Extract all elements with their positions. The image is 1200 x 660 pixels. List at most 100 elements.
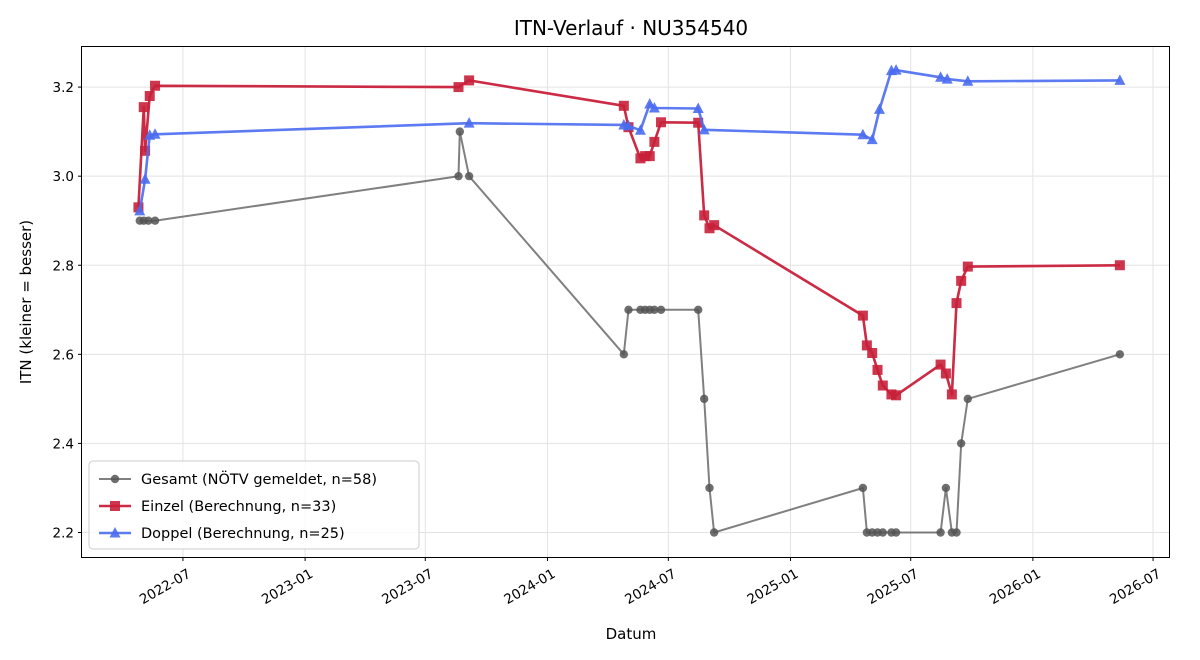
data-point xyxy=(644,151,655,162)
data-point xyxy=(656,305,666,314)
data-point xyxy=(709,220,720,231)
legend-label: Einzel (Berechnung, n=33) xyxy=(141,499,336,515)
data-point xyxy=(857,310,868,321)
data-point xyxy=(693,117,704,128)
data-point xyxy=(941,483,951,493)
data-point xyxy=(935,71,947,82)
data-point xyxy=(866,133,878,145)
data-point xyxy=(656,117,667,128)
data-point xyxy=(149,128,161,139)
data-point xyxy=(464,171,474,181)
data-point xyxy=(453,82,464,93)
legend-box xyxy=(88,460,420,550)
x-axis: 2022-07 2023-01 2023-07 2024-01 2024-07 2025-… xyxy=(137,557,1164,608)
data-point xyxy=(941,73,953,84)
y-tick-label: 2.4 xyxy=(53,436,74,452)
data-point xyxy=(622,119,634,131)
data-point xyxy=(133,202,144,213)
chart-title: ITN-Verlauf · NU354540 xyxy=(514,16,748,40)
y-axis-label: ITN (kleiner = besser) xyxy=(17,220,35,384)
y-tick-label: 3.2 xyxy=(53,80,74,96)
legend-entry: Gesamt (NÖTV gemeldet, n=58) xyxy=(99,470,377,488)
legend-entry: Einzel (Berechnung, n=33) xyxy=(99,499,336,515)
series-1 xyxy=(135,127,1125,537)
series-line xyxy=(138,68,1120,212)
x-tick-label: 2024-01 xyxy=(501,566,558,608)
data-point xyxy=(138,102,149,113)
data-point xyxy=(878,528,888,537)
data-point xyxy=(962,261,973,272)
data-point xyxy=(648,102,660,113)
data-point xyxy=(861,340,872,351)
data-point xyxy=(650,305,659,314)
legend-marker xyxy=(110,501,120,511)
data-point xyxy=(464,75,475,86)
legend-marker xyxy=(109,527,121,538)
series-line xyxy=(139,130,1121,534)
data-point xyxy=(1114,74,1126,85)
series-2 xyxy=(133,75,1125,401)
data-point xyxy=(634,124,646,135)
data-point xyxy=(891,528,901,537)
data-point xyxy=(134,204,146,216)
data-point xyxy=(951,298,962,309)
data-point xyxy=(956,275,967,286)
data-point xyxy=(867,348,878,358)
x-axis-label: Datum xyxy=(606,625,657,643)
data-point xyxy=(858,483,868,493)
data-point xyxy=(877,380,888,391)
legend-entry: Doppel (Berechnung, n=25) xyxy=(99,526,345,542)
data-point xyxy=(619,350,629,359)
data-point xyxy=(857,128,869,140)
legend: Gesamt (NÖTV gemeldet, n=58) Einzel (Bere… xyxy=(88,460,420,550)
data-point xyxy=(139,173,151,184)
series-3 xyxy=(134,64,1126,216)
data-point xyxy=(709,528,719,537)
x-tick-label: 2025-01 xyxy=(744,566,801,608)
data-point xyxy=(144,90,155,101)
x-tick-label: 2026-01 xyxy=(987,566,1044,608)
data-point xyxy=(1115,350,1125,359)
data-point xyxy=(1114,260,1125,271)
x-tick-label: 2023-07 xyxy=(379,566,436,608)
series-layer xyxy=(133,64,1126,537)
data-point xyxy=(144,216,153,225)
data-point xyxy=(872,364,883,375)
data-point xyxy=(963,394,973,404)
x-tick-label: 2026-07 xyxy=(1107,566,1164,608)
data-point xyxy=(698,123,710,135)
data-point xyxy=(935,359,946,370)
data-point xyxy=(150,216,160,225)
data-point xyxy=(463,117,475,128)
y-tick-label: 2.8 xyxy=(53,258,74,274)
data-point xyxy=(624,305,633,314)
data-point xyxy=(705,483,714,493)
data-point xyxy=(890,64,902,75)
data-point xyxy=(699,394,709,404)
data-point xyxy=(618,100,629,111)
data-point xyxy=(140,145,151,156)
data-point xyxy=(952,528,961,537)
data-point xyxy=(649,136,660,147)
legend-label: Gesamt (NÖTV gemeldet, n=58) xyxy=(141,470,377,488)
data-point xyxy=(962,75,974,86)
x-tick-label: 2022-07 xyxy=(137,566,194,608)
data-point xyxy=(694,305,703,314)
data-point xyxy=(699,210,710,221)
data-point xyxy=(956,439,966,448)
data-point xyxy=(936,528,945,537)
data-point xyxy=(455,127,465,136)
y-tick-label: 2.6 xyxy=(53,347,74,363)
y-axis: 2.2 2.4 2.6 2.8 3.0 3.2 xyxy=(53,80,82,542)
data-point xyxy=(873,103,885,114)
y-tick-label: 2.2 xyxy=(53,526,74,542)
data-point xyxy=(454,171,463,181)
plot-frame xyxy=(81,46,1170,558)
data-point xyxy=(940,368,951,379)
legend-label: Doppel (Berechnung, n=25) xyxy=(141,526,345,542)
y-tick-label: 3.0 xyxy=(53,169,74,185)
legend-marker xyxy=(110,474,120,484)
x-tick-label: 2023-01 xyxy=(259,566,316,608)
data-point xyxy=(692,102,704,113)
data-point xyxy=(946,389,957,400)
